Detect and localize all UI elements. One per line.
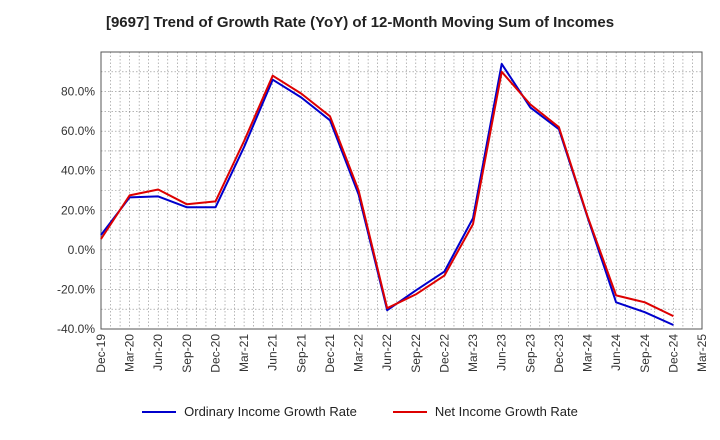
x-tick-label: Dec-21 <box>323 334 337 373</box>
legend-label-ordinary-income: Ordinary Income Growth Rate <box>184 404 357 419</box>
x-tick-label: Jun-24 <box>609 334 623 371</box>
x-tick-label: Mar-20 <box>123 334 137 372</box>
x-tick-label: Sep-24 <box>638 334 652 373</box>
x-tick-label: Dec-23 <box>552 334 566 373</box>
y-tick-label: 20.0% <box>61 203 95 217</box>
x-tick-label: Sep-22 <box>409 334 423 373</box>
x-tick-label: Jun-22 <box>380 334 394 371</box>
x-tick-label: Dec-22 <box>437 334 451 373</box>
y-tick-label: -20.0% <box>57 282 95 296</box>
plot-frame <box>100 51 703 330</box>
series-line-ordinary-income <box>100 62 674 326</box>
x-tick-label: Sep-23 <box>523 334 537 373</box>
x-tick-label: Dec-24 <box>666 334 680 373</box>
legend: Ordinary Income Growth Rate Net Income G… <box>0 404 720 419</box>
series-line-net-income <box>100 70 674 318</box>
x-tick-label: Jun-23 <box>495 334 509 371</box>
legend-item-ordinary-income: Ordinary Income Growth Rate <box>142 404 357 419</box>
y-tick-label: -40.0% <box>57 322 95 336</box>
x-tick-label: Mar-24 <box>581 334 595 372</box>
x-tick-label: Mar-25 <box>695 334 709 372</box>
x-tick-label: Dec-20 <box>208 334 222 373</box>
y-tick-label: 40.0% <box>61 164 95 178</box>
legend-label-net-income: Net Income Growth Rate <box>434 404 578 419</box>
y-tick-label: 0.0% <box>68 243 96 257</box>
y-tick-label: 80.0% <box>61 85 95 99</box>
y-tick-label: 60.0% <box>61 124 95 138</box>
x-tick-label: Sep-21 <box>294 334 308 373</box>
grid <box>101 52 702 329</box>
legend-swatch-net-income <box>392 410 427 413</box>
y-axis-ticks: -40.0% -20.0% 0.0% 20.0% 40.0% 60.0% 80.0% <box>57 85 95 336</box>
x-tick-label: Jun-20 <box>151 334 165 371</box>
legend-item-net-income: Net Income Growth Rate <box>392 404 578 419</box>
x-tick-label: Mar-23 <box>466 334 480 372</box>
series-layer <box>100 62 674 326</box>
chart-title: [9697] Trend of Growth Rate (YoY) of 12-… <box>105 14 615 31</box>
x-tick-label: Dec-19 <box>94 334 108 373</box>
x-tick-label: Sep-20 <box>180 334 194 373</box>
x-axis-ticks: Dec-19 Mar-20 Jun-20 Sep-20 Dec-20 Mar-21 Jun-… <box>94 334 709 373</box>
x-tick-label: Mar-22 <box>352 334 366 372</box>
x-tick-label: Jun-21 <box>266 334 280 371</box>
legend-swatch-ordinary-income <box>142 410 177 413</box>
x-tick-label: Mar-21 <box>237 334 251 372</box>
